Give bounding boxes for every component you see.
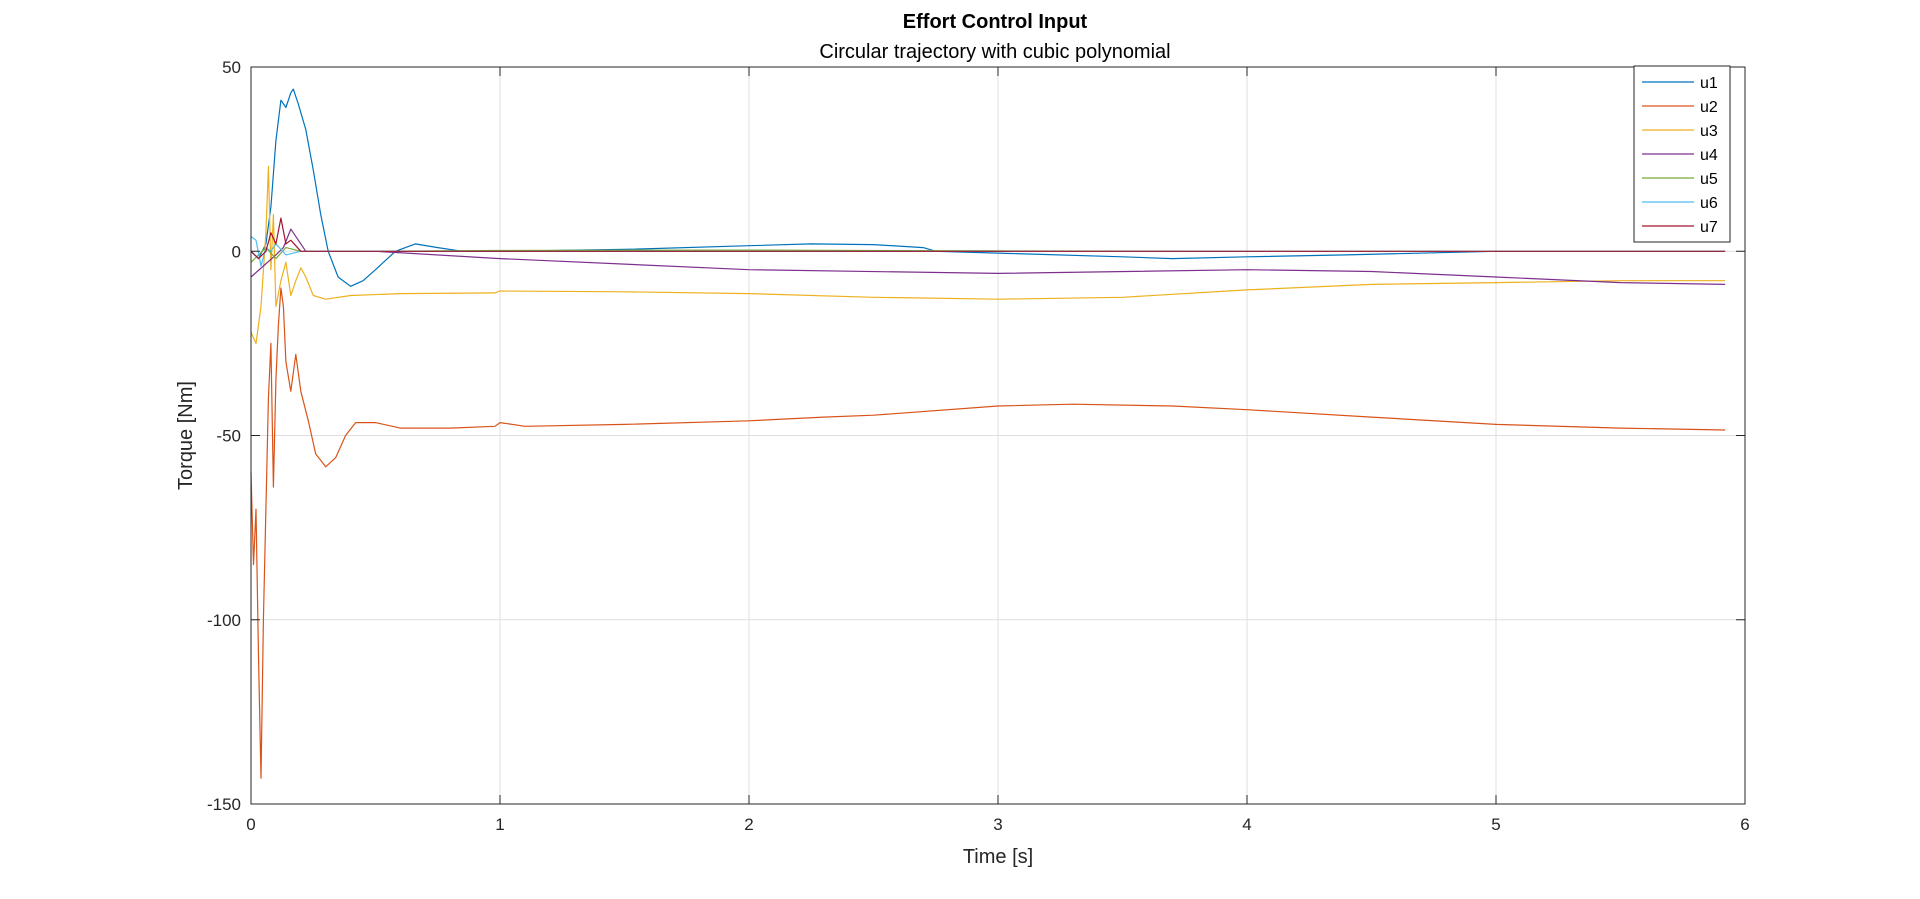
y-tick-label: -50 [216, 427, 241, 446]
series-line-u5 [250, 247, 1726, 263]
y-axis-label: Torque [Nm] [175, 381, 197, 490]
legend-label-u6: u6 [1700, 195, 1718, 212]
tick-labels: 0 1 2 3 4 5 6 -150 -100 -50 0 50 [207, 58, 1750, 834]
series-line-u2 [250, 287, 1726, 779]
y-tick-label: -100 [207, 611, 241, 630]
grid-lines [250, 66, 1746, 805]
x-tick-label: 0 [246, 815, 255, 834]
x-tick-label: 1 [495, 815, 504, 834]
legend-label-u5: u5 [1700, 171, 1718, 188]
axis-ticks [250, 66, 1746, 805]
legend-label-u3: u3 [1700, 123, 1718, 140]
y-tick-label: 50 [222, 58, 241, 77]
chart-subtitle: Circular trajectory with cubic polynomia… [819, 41, 1170, 63]
series-lines [250, 88, 1726, 779]
x-tick-label: 5 [1491, 815, 1500, 834]
series-line-u7 [250, 217, 1726, 260]
x-axis-label: Time [s] [963, 846, 1033, 868]
chart-title: Effort Control Input [903, 11, 1088, 33]
x-tick-label: 4 [1242, 815, 1251, 834]
x-tick-label: 2 [744, 815, 753, 834]
y-tick-label: 0 [232, 242, 241, 261]
x-tick-label: 3 [993, 815, 1002, 834]
y-tick-label: -150 [207, 795, 241, 814]
legend-label-u2: u2 [1700, 99, 1718, 116]
x-tick-label: 6 [1740, 815, 1749, 834]
series-line-u3 [250, 165, 1726, 344]
legend-label-u1: u1 [1700, 75, 1718, 92]
series-line-u4 [250, 228, 1726, 285]
legend-label-u4: u4 [1700, 147, 1718, 164]
legend: u1 u2 u3 u4 u5 u6 u7 [1633, 65, 1731, 243]
legend-label-u7: u7 [1700, 219, 1718, 236]
